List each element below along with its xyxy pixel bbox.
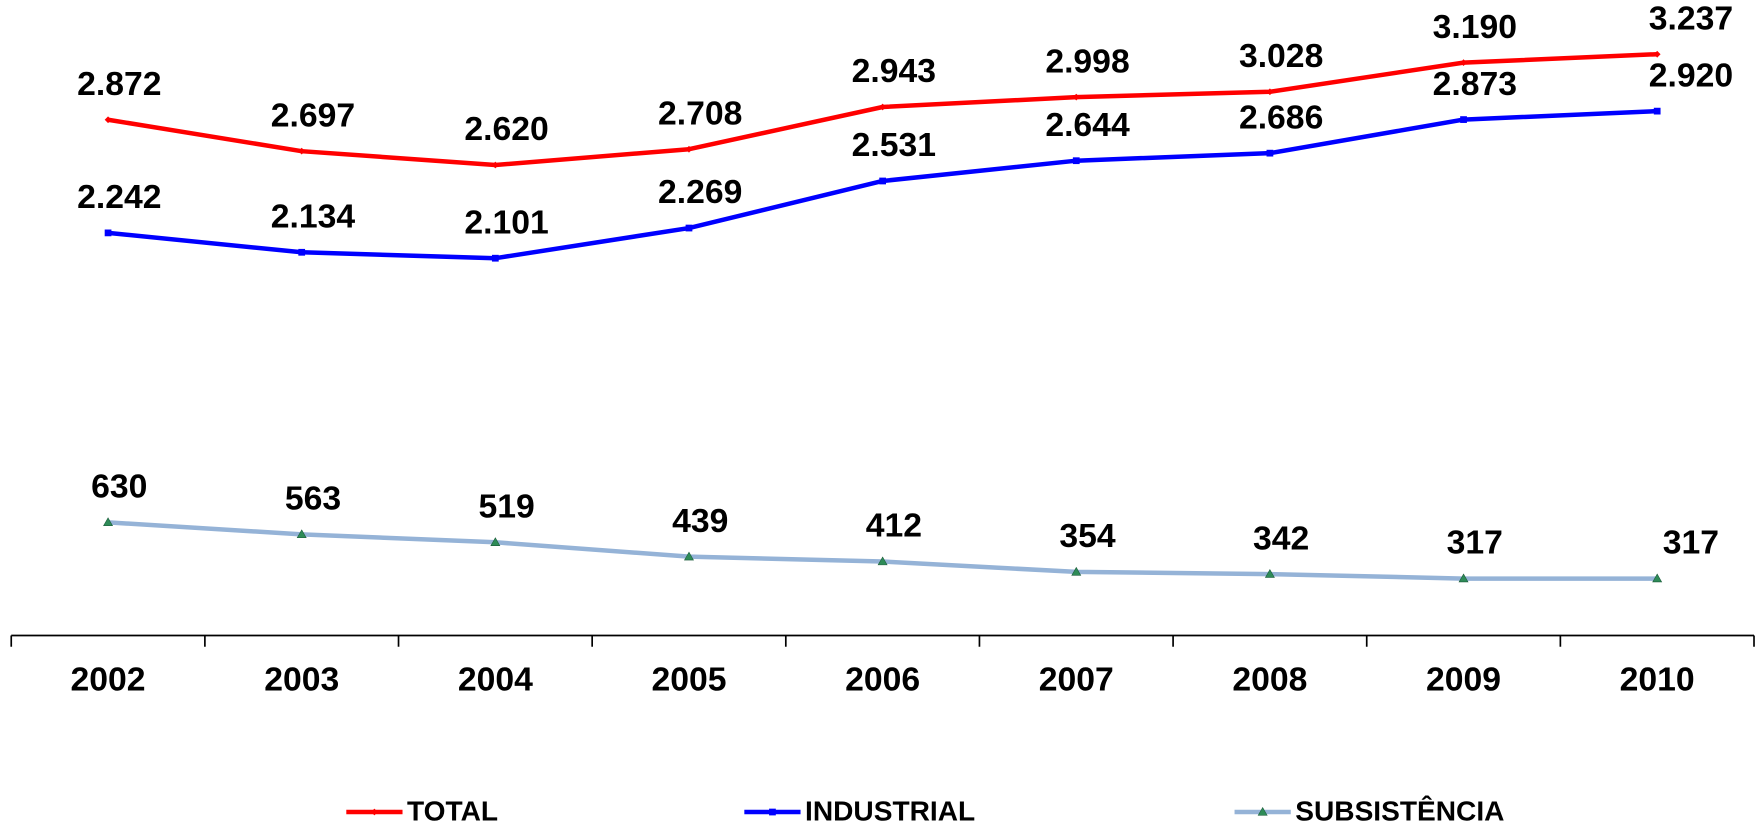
- marker: [1072, 157, 1080, 165]
- x-tick-label: 2007: [1039, 661, 1114, 699]
- marker: [104, 229, 112, 237]
- marker: [1264, 569, 1275, 578]
- marker: [877, 556, 888, 566]
- marker: [1458, 573, 1469, 583]
- data-label: 2.872: [77, 65, 161, 103]
- x-tick-label: 2005: [651, 661, 726, 699]
- data-label: 412: [866, 507, 922, 545]
- x-tick-label: 2002: [71, 661, 146, 699]
- marker: [1266, 149, 1274, 157]
- marker: [104, 116, 112, 124]
- data-label: 317: [1663, 524, 1719, 562]
- marker: [298, 248, 306, 256]
- legend-label: INDUSTRIAL: [805, 796, 975, 827]
- marker: [103, 517, 114, 527]
- data-label: 2.873: [1433, 65, 1517, 103]
- data-label: 2.998: [1045, 42, 1129, 80]
- marker: [879, 177, 886, 185]
- marker: [685, 224, 693, 232]
- x-tick-label: 2003: [264, 661, 339, 699]
- data-label: 2.242: [77, 178, 161, 216]
- data-label: 3.237: [1649, 0, 1733, 37]
- data-label: 2.620: [464, 110, 548, 148]
- data-label: 2.101: [464, 203, 548, 241]
- marker: [1653, 107, 1661, 115]
- data-label: 2.686: [1239, 98, 1323, 136]
- legend-label: SUBSISTÊNCIA: [1295, 796, 1504, 827]
- marker: [298, 147, 306, 155]
- marker: [371, 808, 378, 816]
- data-label: 2.644: [1045, 106, 1130, 144]
- data-label: 2.943: [852, 52, 936, 90]
- data-label: 2.920: [1649, 56, 1733, 94]
- marker: [1460, 59, 1467, 67]
- x-tick-label: 2009: [1426, 661, 1501, 699]
- data-label: 439: [672, 502, 728, 540]
- marker: [1266, 88, 1274, 96]
- legend-label: TOTAL: [407, 796, 498, 827]
- marker: [1460, 116, 1467, 123]
- marker: [296, 529, 307, 539]
- x-tick-label: 2006: [845, 661, 920, 699]
- data-label: 2.531: [852, 126, 936, 164]
- data-label: 2.708: [658, 94, 742, 132]
- x-tick-label: 2010: [1620, 661, 1695, 699]
- marker: [1652, 573, 1663, 583]
- marker: [1072, 93, 1080, 101]
- data-label: 342: [1253, 519, 1309, 557]
- data-label: 519: [478, 487, 534, 525]
- data-label: 317: [1447, 524, 1503, 562]
- marker: [769, 808, 776, 816]
- x-tick-label: 2004: [458, 661, 533, 699]
- data-label: 2.697: [271, 96, 355, 134]
- marker: [490, 537, 501, 546]
- marker: [1257, 806, 1268, 816]
- marker: [879, 103, 886, 111]
- marker: [684, 551, 694, 561]
- data-label: 2.269: [658, 173, 742, 211]
- data-label: 630: [91, 468, 147, 506]
- data-label: 3.190: [1433, 8, 1517, 46]
- data-label: 3.028: [1239, 37, 1323, 75]
- marker: [491, 254, 499, 262]
- x-tick-label: 2008: [1232, 661, 1307, 699]
- marker: [1071, 566, 1082, 576]
- data-label: 2.134: [271, 197, 356, 235]
- data-label: 354: [1059, 517, 1116, 555]
- marker: [491, 161, 499, 169]
- data-label: 563: [285, 480, 341, 518]
